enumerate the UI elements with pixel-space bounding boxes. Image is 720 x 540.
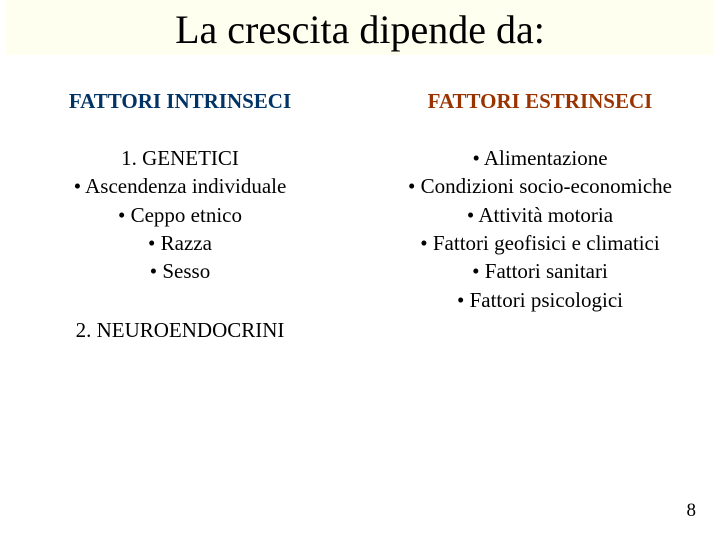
- left-header: FATTORI INTRINSECI: [0, 89, 360, 114]
- right-header: FATTORI ESTRINSECI: [360, 89, 720, 114]
- right-column: FATTORI ESTRINSECI • Alimentazione • Con…: [360, 89, 720, 344]
- left-column: FATTORI INTRINSECI 1. GENETICI • Ascende…: [0, 89, 360, 344]
- left-item: 1. GENETICI: [0, 144, 360, 172]
- right-item: • Fattori geofisici e climatici: [360, 229, 720, 257]
- right-item: • Condizioni socio-economiche: [360, 172, 720, 200]
- page-number: 8: [687, 500, 697, 522]
- left-item: • Sesso: [0, 257, 360, 285]
- right-item: • Alimentazione: [360, 144, 720, 172]
- left-item: • Razza: [0, 229, 360, 257]
- left-item: • Ceppo etnico: [0, 201, 360, 229]
- slide-title: La crescita dipende da:: [6, 6, 714, 53]
- columns-container: FATTORI INTRINSECI 1. GENETICI • Ascende…: [0, 89, 720, 344]
- right-item: • Fattori sanitari: [360, 257, 720, 285]
- right-item: • Fattori psicologici: [360, 286, 720, 314]
- left-item: • Ascendenza individuale: [0, 172, 360, 200]
- right-item: • Attività motoria: [360, 201, 720, 229]
- title-band: La crescita dipende da:: [6, 0, 714, 55]
- left-second-section: 2. NEUROENDOCRINI: [0, 316, 360, 344]
